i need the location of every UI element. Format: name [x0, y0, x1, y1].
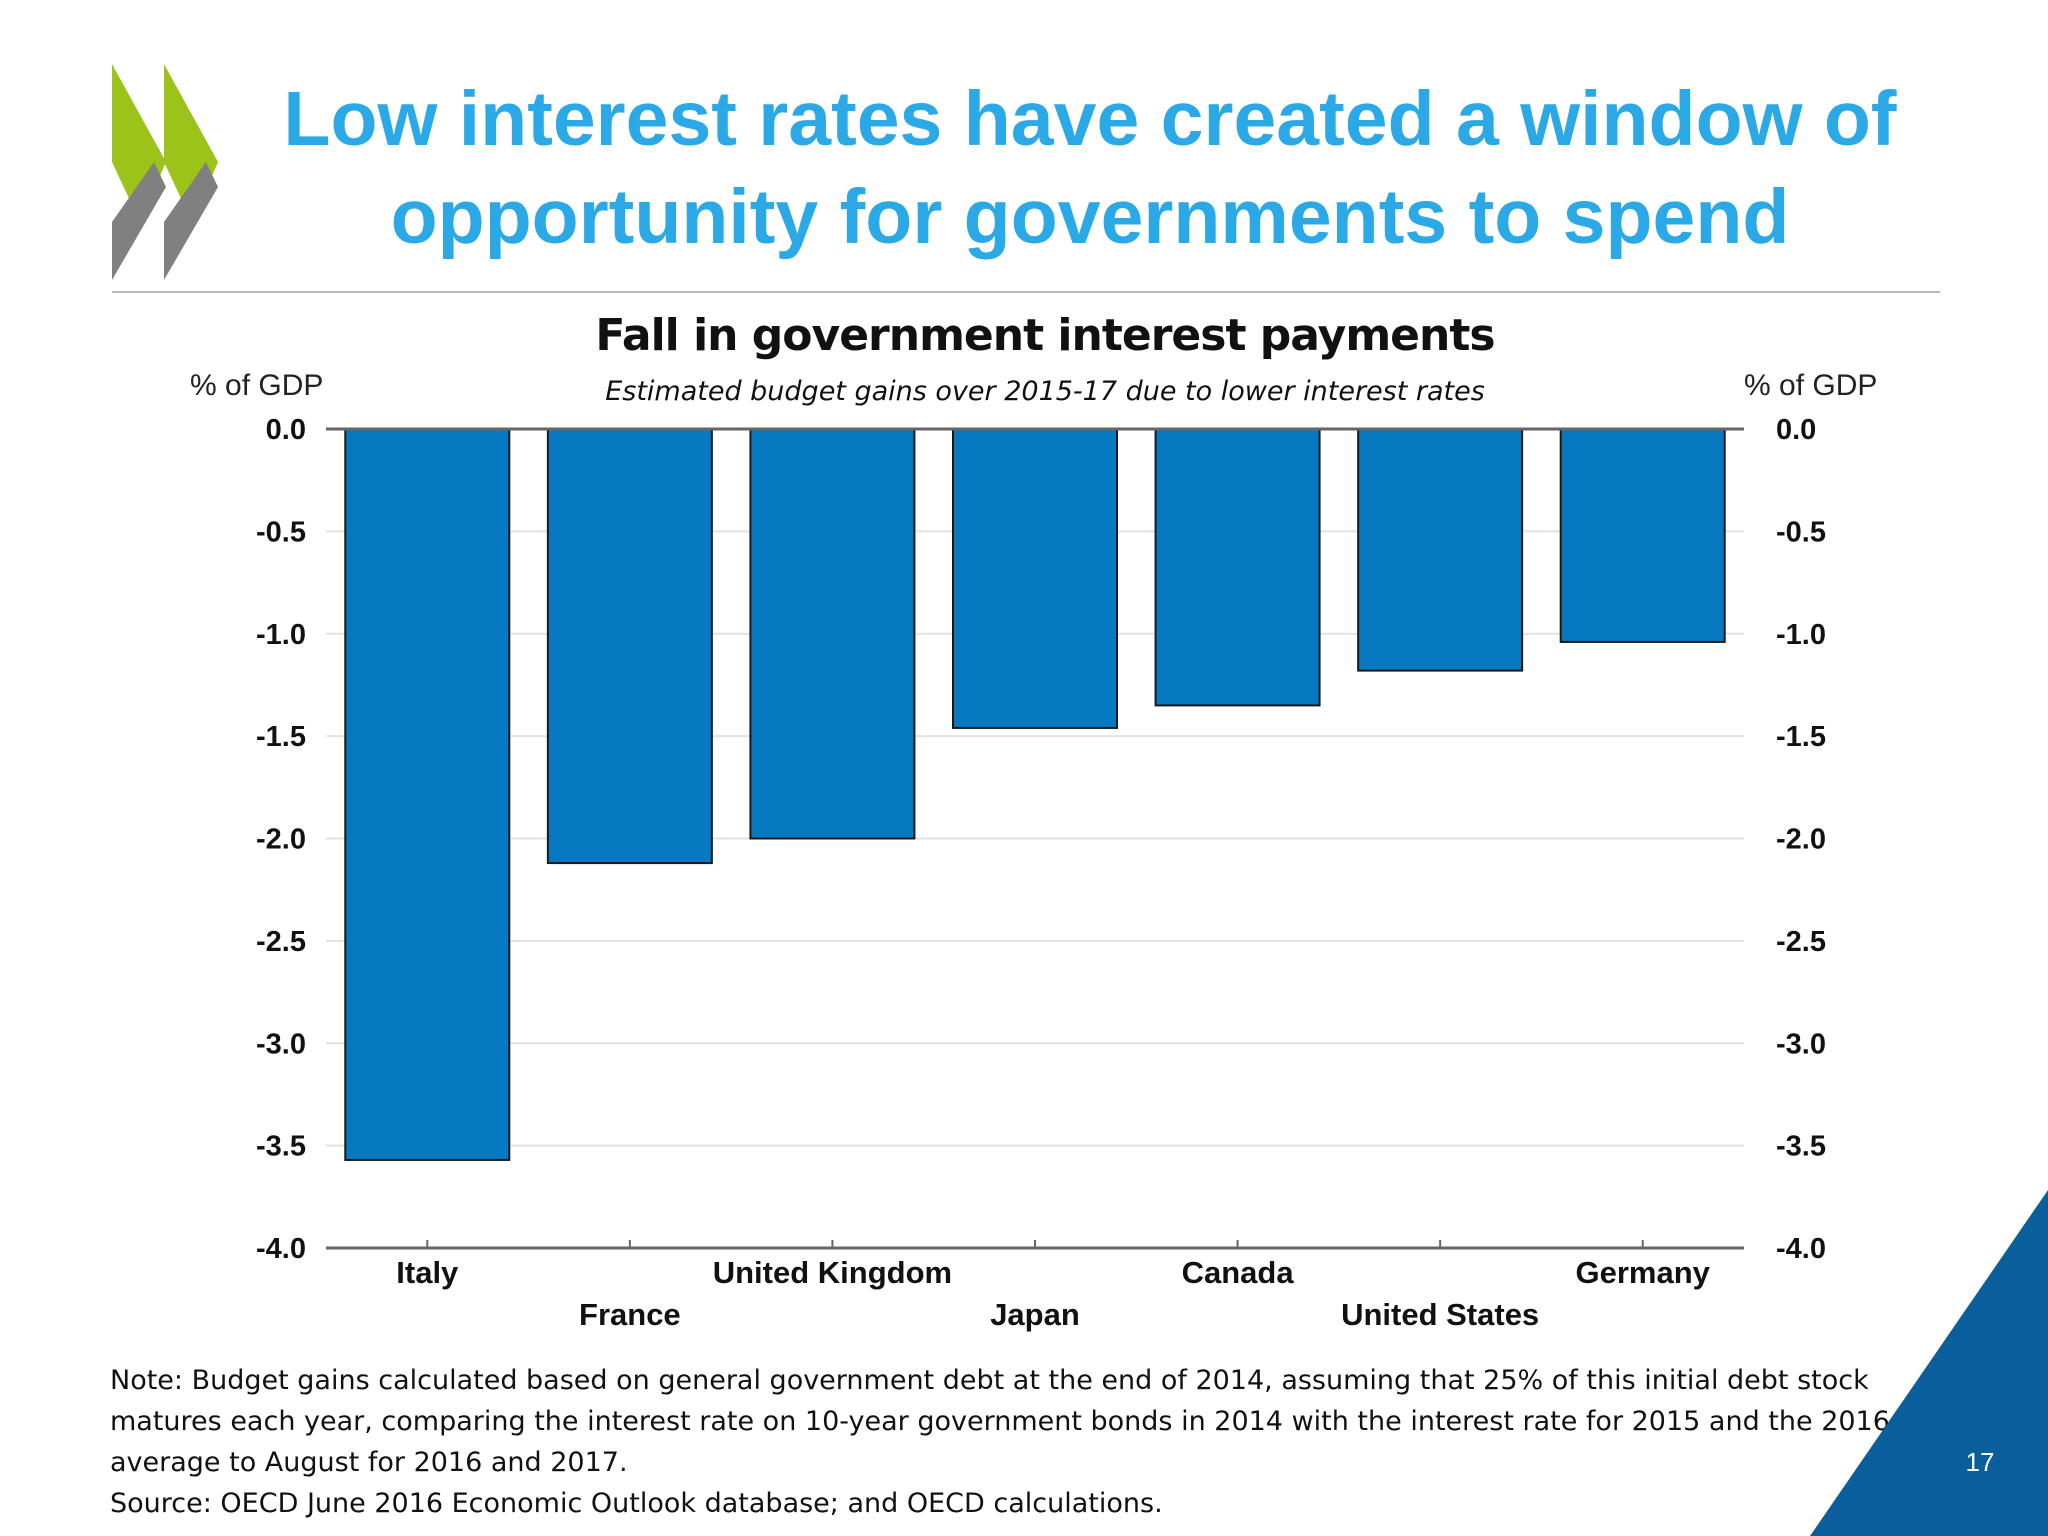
- bar-japan: [952, 428, 1118, 729]
- bar-canada: [1154, 428, 1321, 707]
- y-tick-label-left: -0.5: [256, 516, 306, 548]
- y-tick-label-left: -1.5: [256, 721, 306, 753]
- y-tick-label-left: -4.0: [256, 1233, 306, 1265]
- bar-united-states: [1357, 428, 1524, 672]
- y-tick-label-left: -3.0: [256, 1028, 306, 1060]
- y-tick-label-right: -4.0: [1776, 1233, 1826, 1265]
- y-tick-label-right: -3.0: [1776, 1028, 1826, 1060]
- title-divider: [112, 291, 1940, 293]
- footnote-source: Source: OECD June 2016 Economic Outlook …: [110, 1488, 1163, 1519]
- chart-subtitle: Estimated budget gains over 2015-17 due …: [605, 376, 1485, 407]
- y-axis-label-left: % of GDP: [190, 369, 323, 402]
- x-category-label: Germany: [1576, 1255, 1711, 1290]
- slide-title-line-2: opportunity for governments to spend: [390, 174, 1790, 260]
- slide-title: Low interest rates have created a window…: [230, 70, 1950, 266]
- footnote-note: Note: Budget gains calculated based on g…: [110, 1365, 1890, 1478]
- x-category-label: France: [579, 1297, 681, 1332]
- slide-title-line-1: Low interest rates have created a window…: [283, 76, 1897, 162]
- oecd-logo-icon: [112, 64, 218, 280]
- y-tick-label-right: -0.5: [1776, 516, 1826, 548]
- bar-italy: [344, 428, 511, 1161]
- y-tick-label-left: -2.5: [256, 926, 306, 958]
- bar-france: [546, 428, 713, 865]
- page-number: 17: [1965, 1447, 1995, 1477]
- y-tick-label-left: -2.0: [256, 824, 306, 856]
- y-tick-label-right: -1.0: [1776, 619, 1826, 651]
- y-axis-label-right: % of GDP: [1744, 369, 1877, 402]
- bar-chart: 0.0 0.0 -0.5 -0.5 -1.0 -1.0 -1.5 -1.5 -2.0 -2.0 -2…: [190, 369, 1877, 1332]
- y-tick-label-right: 0.0: [1776, 414, 1816, 446]
- bar-united-kingdom: [749, 428, 916, 840]
- chart-title: Fall in government interest payments: [595, 310, 1495, 361]
- y-tick-label-right: -2.0: [1776, 824, 1826, 856]
- y-tick-label-right: -2.5: [1776, 926, 1826, 958]
- x-category-label: United Kingdom: [713, 1255, 952, 1290]
- footnote: Note: Budget gains calculated based on g…: [110, 1360, 1900, 1524]
- y-tick-label-right: -1.5: [1776, 721, 1826, 753]
- bar-germany: [1559, 428, 1726, 643]
- x-category-label: Italy: [396, 1255, 459, 1290]
- y-tick-label-left: -1.0: [256, 619, 306, 651]
- x-category-label: United States: [1341, 1297, 1539, 1332]
- y-tick-label-right: -3.5: [1776, 1131, 1826, 1163]
- y-tick-label-left: -3.5: [256, 1131, 306, 1163]
- x-category-label: Canada: [1182, 1255, 1295, 1290]
- x-category-label: Japan: [990, 1297, 1080, 1332]
- y-tick-label-left: 0.0: [266, 414, 306, 446]
